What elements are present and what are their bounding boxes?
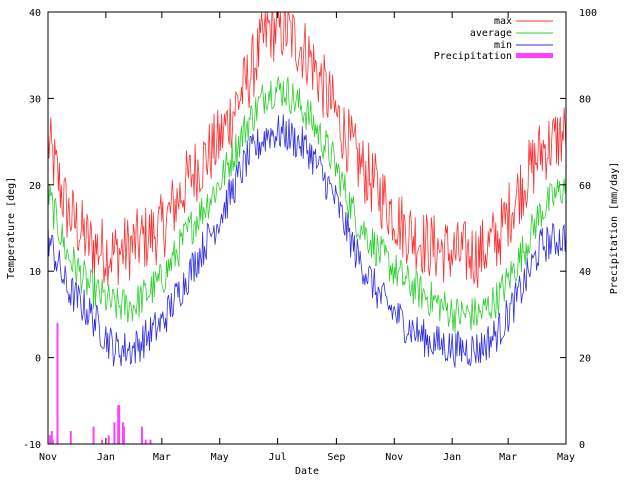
precip-bar-6 (101, 439, 104, 444)
x-tick-label-1: Jan (97, 452, 115, 463)
y-axis: -10 0 10 20 30 40 (23, 8, 566, 451)
legend-label-min: min (494, 40, 512, 51)
y2-axis: 0 20 40 60 80 100 (579, 8, 597, 451)
y-axis-label: Temperature [deg] (6, 177, 17, 279)
y2-tick-label-5: 100 (579, 8, 597, 19)
precip-bar-1 (50, 431, 53, 444)
precip-bar-7 (107, 435, 110, 444)
precip-bar-15 (149, 439, 152, 444)
precip-bar-3 (56, 323, 59, 444)
precip-bar-13 (140, 426, 143, 444)
x-tick-label-9: May (557, 452, 575, 463)
y-tick-label-3: 20 (29, 181, 41, 192)
legend-swatch-precipitation (516, 53, 553, 58)
series-line-min (47, 114, 567, 368)
x-tick-label-0: Nov (39, 452, 57, 463)
x-tick-label-5: Sep (327, 452, 345, 463)
x-tick-label-3: May (211, 452, 229, 463)
y2-axis-label: Precipitation [mm/day] (609, 162, 620, 294)
x-tick-label-8: Mar (499, 452, 517, 463)
y-tick-label-2: 10 (29, 267, 41, 278)
precip-bar-14 (144, 439, 147, 444)
precip-bar-4 (69, 431, 72, 444)
precip-bar-10 (118, 405, 121, 444)
precip-bar-2 (51, 439, 54, 444)
precip-bar-0 (48, 435, 51, 444)
series-line-max (47, 10, 567, 289)
plot-frame (47, 11, 567, 445)
x-axis-label: Date (295, 466, 319, 477)
y-tick-label-4: 30 (29, 94, 41, 105)
y2-tick-label-4: 80 (579, 94, 591, 105)
y2-tick-label-3: 60 (579, 181, 591, 192)
legend-label-precipitation: Precipitation (434, 51, 512, 62)
y-tick-label-1: 0 (35, 354, 41, 365)
x-tick-label-2: Mar (153, 452, 171, 463)
x-axis: Nov Jan Mar May Jul Sep Nov Jan Mar May (39, 12, 575, 463)
legend: max average min Precipitation (434, 16, 553, 62)
legend-label-average: average (470, 28, 512, 39)
x-tick-label-6: Nov (385, 452, 403, 463)
precip-bar-5 (92, 426, 95, 444)
x-tick-label-7: Jan (443, 452, 461, 463)
y2-tick-label-0: 0 (579, 440, 585, 451)
y-tick-label-5: 40 (29, 8, 41, 19)
x-tick-label-4: Jul (269, 452, 287, 463)
y-tick-label-0: -10 (23, 440, 41, 451)
series-line-average (47, 76, 567, 333)
y2-tick-label-2: 40 (579, 267, 591, 278)
legend-label-max: max (494, 16, 512, 27)
plot-area (47, 10, 567, 444)
precip-bar-8 (113, 422, 116, 444)
y2-tick-label-1: 20 (579, 354, 591, 365)
precip-bar-12 (122, 426, 125, 444)
